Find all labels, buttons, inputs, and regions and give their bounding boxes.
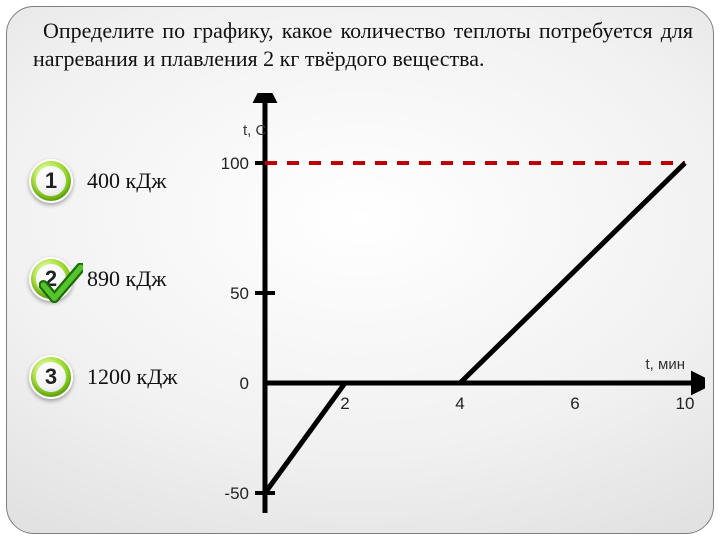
svg-text:2: 2 (340, 394, 349, 413)
option-number: 1 (36, 166, 66, 196)
question-text: Определите по графику, какое количество … (27, 17, 693, 72)
answer-options: 1 400 кДж 2 890 кДж 3 1200 кДж (29, 159, 219, 453)
svg-text:10: 10 (676, 394, 695, 413)
svg-text:100: 100 (221, 154, 249, 173)
quiz-card: Определите по графику, какое количество … (6, 6, 714, 534)
option-number: 2 (36, 264, 66, 294)
svg-text:t, мин: t, мин (646, 356, 685, 373)
option-badge-2: 2 (29, 257, 73, 301)
answer-option-2[interactable]: 2 890 кДж (29, 257, 219, 301)
option-badge-1: 1 (29, 159, 73, 203)
option-label: 400 кДж (87, 168, 166, 194)
svg-text:50: 50 (230, 284, 249, 303)
heat-graph: -50 0 50 100 2 4 6 10 t, С t, мин (205, 93, 705, 531)
answer-option-1[interactable]: 1 400 кДж (29, 159, 219, 203)
svg-text:-50: -50 (224, 484, 249, 503)
svg-text:t, С: t, С (243, 122, 267, 139)
option-number: 3 (36, 362, 66, 392)
option-label: 890 кДж (87, 266, 166, 292)
answer-option-3[interactable]: 3 1200 кДж (29, 355, 219, 399)
svg-text:6: 6 (570, 394, 579, 413)
option-label: 1200 кДж (87, 364, 177, 390)
option-badge-3: 3 (29, 355, 73, 399)
svg-text:4: 4 (455, 394, 464, 413)
svg-text:0: 0 (240, 374, 249, 393)
